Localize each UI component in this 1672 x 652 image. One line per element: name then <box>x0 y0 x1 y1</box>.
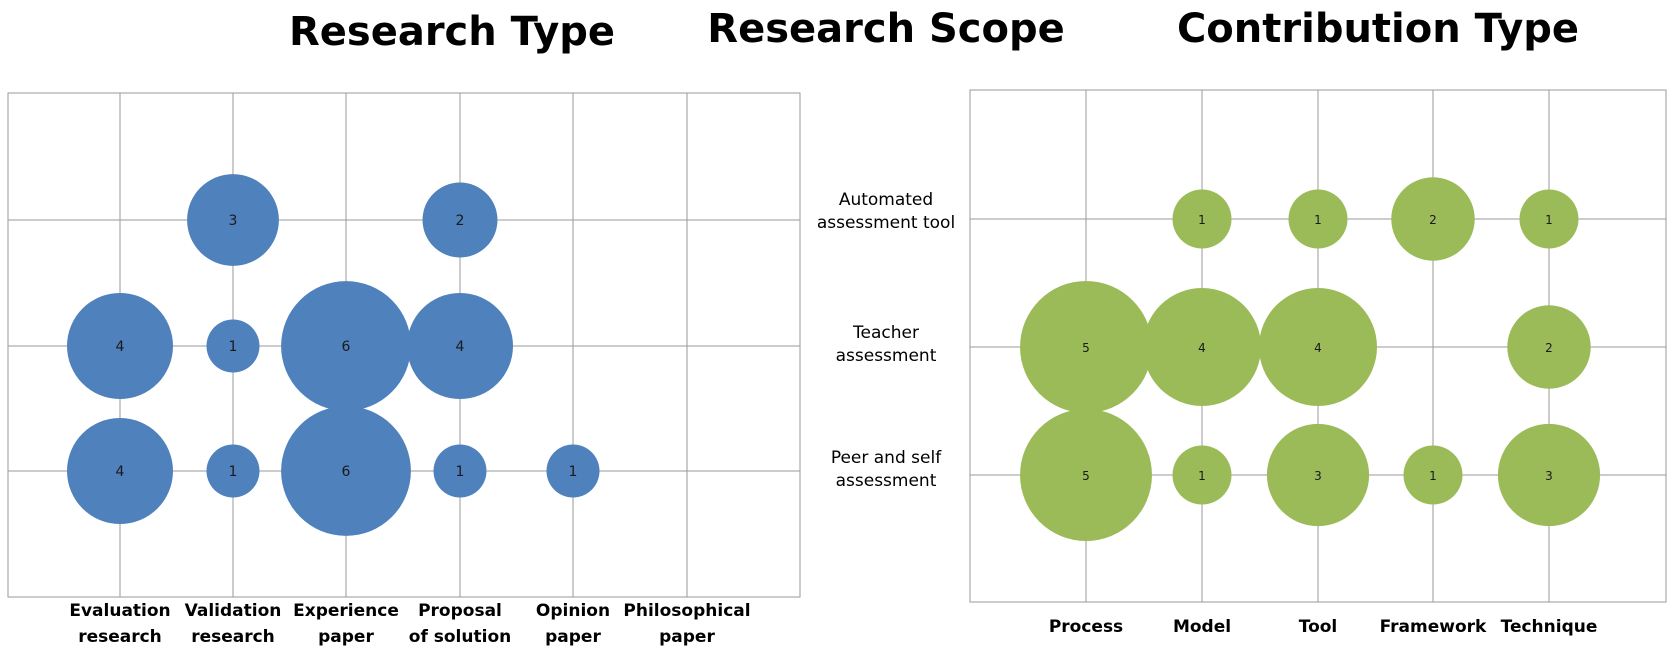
data-label-technique-automated-assessment-tool: 1 <box>1545 213 1553 227</box>
data-label-proposal-of-solution-automated-assessment-tool: 2 <box>456 213 465 229</box>
x-tick-label-technique: Technique <box>1501 617 1598 637</box>
bubble-technique-automated-assessment-tool <box>1519 189 1579 249</box>
data-label-evaluation-research-peer-and-self-assessment: 4 <box>116 464 125 480</box>
data-label-experience-paper-teacher-assessment: 6 <box>342 339 351 355</box>
x-tick-label-evaluation-research: Evaluation research <box>69 601 170 647</box>
bubble-model-automated-assessment-tool <box>1172 189 1232 249</box>
bubble-tool-teacher-assessment <box>1259 288 1377 406</box>
bubble-tool-peer-and-self-assessment <box>1266 423 1370 527</box>
bubble-evaluation-research-teacher-assessment <box>67 293 173 399</box>
data-label-process-peer-and-self-assessment: 5 <box>1082 469 1090 483</box>
x-tick-label-validation-research: Validation research <box>185 601 282 647</box>
bubble-technique-peer-and-self-assessment <box>1497 423 1601 527</box>
bubble-process-peer-and-self-assessment <box>1020 409 1152 541</box>
bubble-proposal-of-solution-teacher-assessment <box>407 293 513 399</box>
bubble-proposal-of-solution-peer-and-self-assessment <box>433 444 487 498</box>
bubble-evaluation-research-peer-and-self-assessment <box>67 418 173 524</box>
scope-label-automated-assessment-tool: Automated assessment tool <box>817 190 955 233</box>
data-label-validation-research-teacher-assessment: 1 <box>229 339 238 355</box>
research-type-chart: Evaluation research Validation researchExpe… <box>7 92 801 647</box>
research-scope-title: Research Scope <box>707 6 1064 52</box>
x-tick-label-proposal-of-solution: Proposal of solution <box>409 601 511 647</box>
x-tick-label-process: Process <box>1049 617 1123 637</box>
bubble-opinion-paper-peer-and-self-assessment <box>546 444 600 498</box>
data-label-tool-teacher-assessment: 4 <box>1314 341 1322 355</box>
bubble-proposal-of-solution-automated-assessment-tool <box>422 182 498 258</box>
bubble-tool-automated-assessment-tool <box>1288 189 1348 249</box>
data-label-proposal-of-solution-teacher-assessment: 4 <box>456 339 465 355</box>
bubble-framework-peer-and-self-assessment <box>1403 445 1463 505</box>
data-label-technique-teacher-assessment: 2 <box>1545 341 1553 355</box>
contribution-type-title: Contribution Type <box>1177 6 1579 52</box>
bubble-process-teacher-assessment <box>1020 281 1152 413</box>
data-label-proposal-of-solution-peer-and-self-assessment: 1 <box>456 464 465 480</box>
x-tick-label-experience-paper: Experience paper <box>293 601 399 647</box>
bubble-validation-research-peer-and-self-assessment <box>206 444 260 498</box>
bubble-framework-automated-assessment-tool <box>1391 177 1475 261</box>
scope-label-peer-and-self-assessment: Peer and self assessment <box>831 448 942 491</box>
data-label-framework-peer-and-self-assessment: 1 <box>1429 469 1437 483</box>
scope-label-teacher-assessment: Teacher assessment <box>836 323 937 366</box>
data-label-evaluation-research-teacher-assessment: 4 <box>116 339 125 355</box>
data-label-model-automated-assessment-tool: 1 <box>1198 213 1206 227</box>
bubble-experience-paper-teacher-assessment <box>281 281 411 411</box>
data-label-validation-research-automated-assessment-tool: 3 <box>229 213 238 229</box>
data-label-process-teacher-assessment: 5 <box>1082 341 1090 355</box>
data-label-model-teacher-assessment: 4 <box>1198 341 1206 355</box>
data-label-technique-peer-and-self-assessment: 3 <box>1545 469 1553 483</box>
data-label-opinion-paper-peer-and-self-assessment: 1 <box>569 464 578 480</box>
x-tick-label-opinion-paper: Opinion paper <box>536 601 610 647</box>
contribution-type-chart: Process Model Tool Framework Technique 1 1 2 1 5 4… <box>969 89 1667 637</box>
data-label-tool-automated-assessment-tool: 1 <box>1314 213 1322 227</box>
research-type-title: Research Type <box>289 9 615 55</box>
data-label-tool-peer-and-self-assessment: 3 <box>1314 469 1322 483</box>
data-label-validation-research-peer-and-self-assessment: 1 <box>229 464 238 480</box>
x-tick-label-framework: Framework <box>1380 617 1487 637</box>
x-tick-label-tool: Tool <box>1299 617 1338 637</box>
bubble-validation-research-automated-assessment-tool <box>187 174 279 266</box>
data-label-experience-paper-peer-and-self-assessment: 6 <box>342 464 351 480</box>
research-scope-labels: Automated assessment tool Teacher assessmen… <box>817 190 955 491</box>
bubble-technique-teacher-assessment <box>1507 305 1591 389</box>
bubble-validation-research-teacher-assessment <box>206 319 260 373</box>
x-tick-label-model: Model <box>1173 617 1231 637</box>
data-label-model-peer-and-self-assessment: 1 <box>1198 469 1206 483</box>
x-tick-label-philosophical-paper: Philosophical paper <box>623 601 750 647</box>
bubble-model-peer-and-self-assessment <box>1172 445 1232 505</box>
bubble-model-teacher-assessment <box>1143 288 1261 406</box>
bubble-experience-paper-peer-and-self-assessment <box>281 406 411 536</box>
data-label-framework-automated-assessment-tool: 2 <box>1429 213 1437 227</box>
